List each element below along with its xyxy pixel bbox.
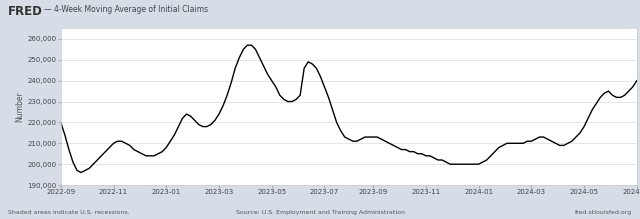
Text: FRED: FRED [8, 5, 42, 18]
Text: Shaded areas indicate U.S. recessions.: Shaded areas indicate U.S. recessions. [8, 210, 129, 215]
Text: Source: U.S. Employment and Training Administration: Source: U.S. Employment and Training Adm… [236, 210, 404, 215]
Y-axis label: Number: Number [15, 91, 24, 122]
Text: — 4-Week Moving Average of Initial Claims: — 4-Week Moving Average of Initial Claim… [44, 5, 207, 14]
Text: fred.stlouisfed.org: fred.stlouisfed.org [575, 210, 632, 215]
